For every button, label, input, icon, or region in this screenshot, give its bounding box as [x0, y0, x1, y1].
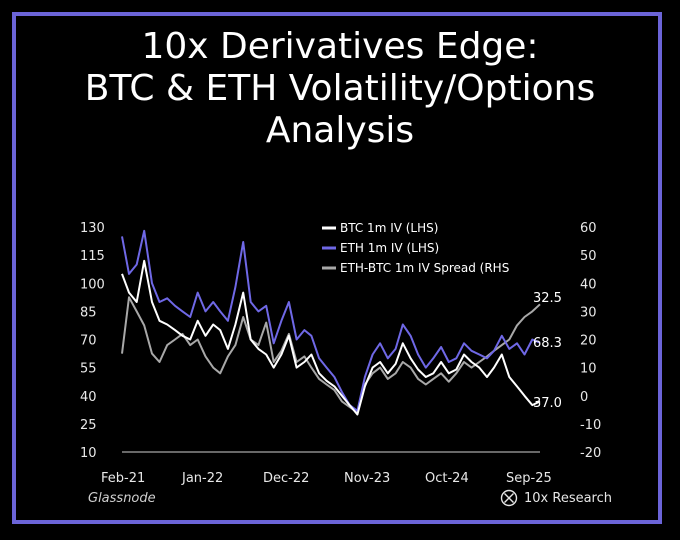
y-right-tick-label: -20 [580, 446, 601, 461]
brand-label: 10x Research [500, 489, 612, 507]
series-line-spread [121, 296, 541, 414]
y-right-tick-label: -10 [580, 418, 601, 433]
brand-name: 10x Research [524, 490, 612, 506]
end-value-label: 37.0 [533, 396, 562, 411]
y-right-tick-label: 40 [580, 277, 597, 292]
y-left-tick-label: 10 [80, 446, 97, 461]
series-line-eth [121, 229, 541, 412]
end-value-label: 32.5 [533, 291, 562, 306]
series-line-btc [121, 259, 541, 416]
brand-logo-icon [500, 489, 518, 507]
y-right-tick-label: 50 [580, 249, 597, 264]
x-tick-label: Dec-22 [263, 471, 309, 486]
title-line-3: Analysis [265, 110, 415, 151]
y-left-tick-label: 130 [80, 221, 105, 236]
source-label: Glassnode [88, 491, 156, 506]
y-left-tick-label: 25 [80, 418, 97, 433]
x-tick-label: Sep-25 [506, 471, 552, 486]
y-left-tick-label: 40 [80, 390, 97, 405]
x-tick-label: Oct-24 [425, 471, 469, 486]
title-line-2: BTC & ETH Volatility/Options [84, 68, 596, 109]
end-value-label: 68.3 [533, 336, 562, 351]
y-right-tick-label: 60 [580, 221, 597, 236]
title-line-1: 10x Derivatives Edge: [141, 26, 539, 67]
y-right-tick-label: 30 [580, 305, 597, 320]
y-left-tick-label: 100 [80, 277, 105, 292]
legend-label: ETH 1m IV (LHS) [340, 241, 439, 255]
chart-title: 10x Derivatives Edge: BTC & ETH Volatili… [0, 26, 680, 152]
y-left-tick-label: 70 [80, 334, 97, 349]
x-tick-label: Nov-23 [344, 471, 390, 486]
y-right-tick-label: 0 [580, 390, 588, 405]
y-left-tick-label: 55 [80, 362, 97, 377]
y-left-tick-label: 115 [80, 249, 105, 264]
x-tick-label: Feb-21 [101, 471, 145, 486]
legend-label: BTC 1m IV (LHS) [340, 221, 438, 235]
x-tick-label: Jan-22 [181, 471, 223, 486]
y-right-tick-label: 20 [580, 334, 597, 349]
legend-label: ETH-BTC 1m IV Spread (RHS [340, 261, 509, 275]
chart-frame [12, 12, 662, 524]
y-right-tick-label: 10 [580, 362, 597, 377]
y-left-tick-label: 85 [80, 305, 97, 320]
